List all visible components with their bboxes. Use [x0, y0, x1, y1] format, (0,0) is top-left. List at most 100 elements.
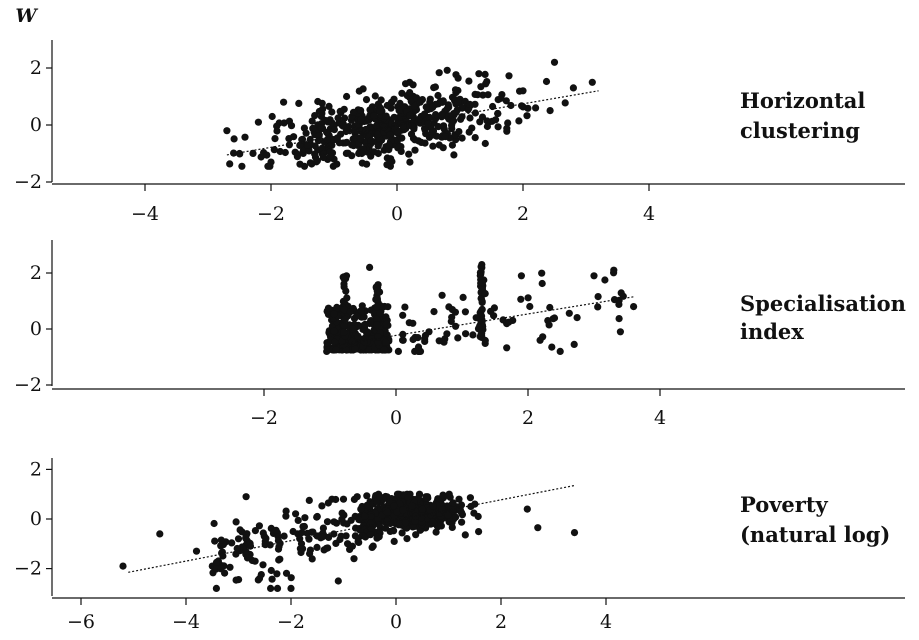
data-point — [458, 518, 466, 526]
data-point — [434, 91, 442, 100]
data-point — [349, 108, 358, 116]
data-point — [337, 130, 345, 138]
data-point — [311, 112, 319, 120]
data-point — [503, 344, 511, 352]
data-point — [382, 338, 390, 346]
data-point — [477, 295, 485, 303]
data-point — [388, 98, 396, 106]
data-point — [483, 122, 491, 131]
data-point — [300, 522, 308, 531]
data-point — [272, 526, 280, 535]
data-point — [594, 293, 602, 301]
data-point — [443, 66, 451, 74]
data-point — [263, 151, 271, 159]
data-point — [481, 290, 489, 298]
data-point — [594, 303, 602, 311]
data-point — [407, 130, 416, 138]
data-point — [273, 127, 281, 135]
data-point — [285, 141, 293, 149]
data-point — [393, 128, 402, 136]
data-point — [459, 293, 467, 301]
data-point — [443, 330, 451, 338]
data-point — [305, 147, 313, 155]
data-point — [293, 153, 301, 161]
data-point — [373, 321, 381, 329]
data-point — [542, 77, 551, 86]
data-point — [545, 321, 553, 329]
data-point — [365, 346, 373, 354]
data-point — [339, 495, 348, 503]
data-point — [374, 333, 382, 341]
data-point — [236, 526, 244, 534]
data-point — [357, 106, 365, 115]
data-point — [255, 522, 263, 530]
data-point — [484, 91, 492, 99]
data-point — [332, 346, 340, 354]
data-point — [259, 561, 267, 569]
data-point — [467, 502, 475, 511]
data-point — [505, 318, 513, 326]
y-tick-label: 0 — [30, 318, 42, 340]
data-point — [242, 493, 250, 501]
data-point — [474, 512, 482, 521]
data-point — [298, 528, 306, 537]
data-point — [450, 151, 458, 159]
data-point — [344, 149, 352, 157]
data-point — [267, 584, 275, 593]
data-point — [434, 123, 442, 131]
data-point — [536, 336, 544, 344]
data-point — [358, 149, 366, 158]
data-point — [431, 83, 439, 91]
data-point — [309, 528, 317, 536]
data-point — [268, 112, 276, 121]
data-point — [505, 72, 513, 80]
data-point — [254, 576, 262, 584]
data-point — [294, 516, 302, 525]
data-point — [615, 315, 623, 323]
data-point — [461, 308, 469, 316]
data-point — [382, 320, 390, 328]
data-point — [242, 534, 250, 542]
data-point — [478, 305, 486, 313]
data-point — [328, 495, 336, 503]
data-point — [270, 146, 278, 154]
y-axis-title: W — [15, 5, 38, 27]
data-point — [494, 109, 502, 118]
data-point — [319, 153, 327, 162]
data-point — [461, 531, 469, 539]
data-point — [384, 303, 392, 311]
data-point — [324, 304, 333, 312]
data-point — [395, 106, 403, 115]
data-point — [370, 148, 378, 156]
data-point — [441, 133, 449, 141]
data-point — [280, 532, 288, 540]
data-point — [497, 94, 505, 102]
data-point — [340, 322, 348, 330]
x-tick-label: −6 — [67, 611, 95, 633]
data-point — [550, 314, 559, 322]
data-point — [330, 518, 338, 526]
data-point — [353, 493, 361, 501]
data-point — [228, 539, 236, 547]
data-point — [357, 116, 365, 124]
data-point — [287, 574, 295, 582]
data-point — [396, 520, 404, 528]
data-point — [446, 493, 454, 501]
data-point — [478, 278, 486, 287]
data-point — [449, 505, 457, 513]
data-point — [393, 508, 401, 516]
data-point — [421, 331, 429, 340]
data-point — [477, 83, 485, 91]
data-point — [466, 494, 474, 502]
data-point — [452, 108, 460, 116]
data-point — [318, 124, 326, 132]
data-point — [408, 502, 416, 510]
data-point — [475, 324, 483, 332]
data-point — [230, 135, 238, 143]
data-point — [390, 537, 398, 546]
data-point — [343, 92, 351, 101]
data-point — [438, 98, 446, 106]
data-point — [230, 149, 238, 157]
data-point — [481, 336, 489, 345]
data-point — [610, 269, 618, 277]
